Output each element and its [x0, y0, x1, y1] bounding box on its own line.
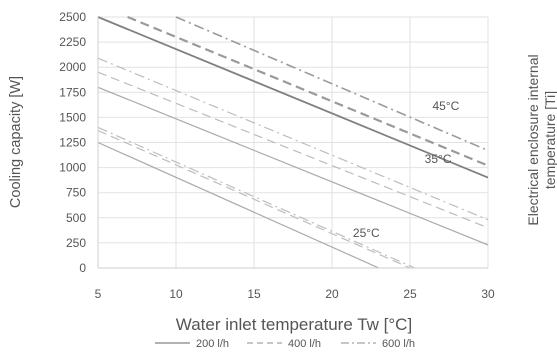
series-lines — [98, 15, 488, 268]
legend: 200 l/h 400 l/h 600 l/h — [155, 338, 415, 350]
series-line-25c-400lh — [98, 129, 411, 268]
y-tick-label: 500 — [66, 211, 86, 225]
temperature-annotation: 45°C — [432, 99, 459, 113]
legend-label: 400 l/h — [288, 338, 321, 350]
series-line-45c-600lh — [175, 16, 488, 152]
series-line-25c-200lh — [98, 141, 380, 268]
series-line-35c-200lh — [98, 86, 488, 246]
y-tick-label: 0 — [79, 261, 86, 275]
right-axis-label-line1: Electrical enclosure internal — [525, 54, 541, 225]
y-tick-label: 1500 — [59, 110, 86, 124]
y-tick-label: 2500 — [59, 10, 86, 24]
y-tick-label: 2000 — [59, 60, 86, 74]
series-line-45c-200lh — [98, 16, 488, 179]
x-tick-label: 25 — [403, 287, 417, 301]
legend-label: 200 l/h — [196, 338, 229, 350]
tick-labels: 0 250 500 750 1000 1250 1500 1750 2000 2250 2500 5 1… — [59, 10, 495, 301]
series-line-35c-400lh — [98, 71, 488, 229]
y-tick-label: 2250 — [59, 35, 86, 49]
legend-item: 600 l/h — [341, 338, 415, 350]
x-tick-label: 30 — [481, 287, 495, 301]
annotations: 45°C 35°C 25°C — [353, 99, 460, 240]
y-axis-label: Cooling capacity [W] — [8, 76, 24, 208]
temperature-annotation: 35°C — [425, 152, 452, 166]
right-axis-label-text: Electrical enclosure internaltemperature… — [525, 54, 557, 225]
x-tick-label: 15 — [247, 287, 261, 301]
right-axis-label: Electrical enclosure internaltemperature… — [525, 54, 557, 225]
y-tick-label: 1750 — [59, 85, 86, 99]
y-tick-label: 1250 — [59, 136, 86, 150]
series-line-45c-400lh — [127, 15, 488, 167]
legend-label: 600 l/h — [382, 338, 415, 350]
y-tick-label: 250 — [66, 236, 86, 250]
legend-item: 200 l/h — [155, 338, 229, 350]
x-tick-label: 20 — [325, 287, 339, 301]
y-tick-label: 750 — [66, 186, 86, 200]
series-line-25c-600lh — [98, 126, 415, 268]
x-tick-label: 5 — [95, 287, 102, 301]
right-axis-label-line2: temperature [Ti] — [542, 91, 557, 189]
temperature-annotation: 25°C — [353, 226, 380, 240]
legend-item: 400 l/h — [247, 338, 321, 350]
series-line-35c-600lh — [98, 57, 488, 221]
axes — [97, 17, 488, 269]
y-tick-label: 1000 — [59, 161, 86, 175]
x-tick-label: 10 — [169, 287, 183, 301]
x-axis-label: Water inlet temperature Tw [°C] — [176, 315, 412, 334]
